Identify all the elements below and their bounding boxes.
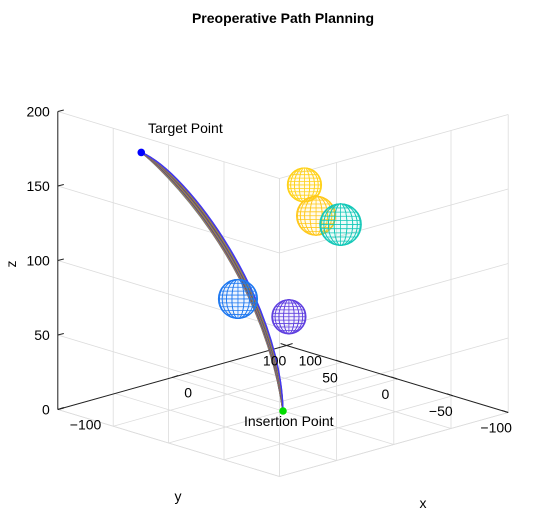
markers — [137, 148, 287, 415]
grid-line — [279, 114, 509, 179]
insertion-point-marker — [279, 407, 287, 415]
planned-path — [140, 151, 284, 412]
grid — [57, 111, 509, 477]
planned-path — [140, 151, 284, 412]
y-tick-label: 100 — [263, 353, 287, 369]
grid-line — [57, 334, 280, 403]
y-tick-label: 50 — [322, 369, 338, 385]
grid-line — [57, 260, 280, 328]
z-tick-mark — [57, 184, 64, 187]
planned-path — [140, 151, 284, 412]
x-tick-mark — [286, 343, 293, 346]
grid-line — [279, 412, 509, 477]
obstacle-sphere — [319, 203, 362, 246]
obstacle-sphere — [217, 278, 259, 320]
grid-line — [57, 185, 280, 254]
y-tick-mark — [335, 359, 343, 363]
grid-line — [57, 111, 280, 179]
sphere-longitude — [320, 203, 361, 246]
y-tick-mark — [446, 393, 453, 397]
grid-line — [279, 263, 509, 328]
planned-path — [140, 151, 284, 412]
chart-title: Preoperative Path Planning — [192, 10, 374, 26]
planned-path — [140, 151, 284, 412]
y-tick-mark — [280, 343, 287, 346]
obstacle-sphere — [286, 167, 323, 203]
planned-path — [140, 151, 284, 412]
z-tick-label: 0 — [42, 402, 50, 418]
planned-path — [140, 151, 284, 412]
target-point-label: Target Point — [148, 120, 223, 136]
planned-path — [140, 151, 284, 412]
planned-path — [140, 151, 284, 412]
grid-line — [113, 361, 343, 427]
z-tick-mark — [57, 333, 64, 336]
y-tick-mark — [502, 410, 509, 413]
planned-path — [140, 151, 284, 412]
obstacle-spheres — [217, 167, 362, 335]
y-tick-label: 0 — [382, 386, 390, 402]
z-axis-label: z — [3, 261, 19, 268]
grid-line — [279, 337, 509, 403]
planned-path — [140, 151, 284, 412]
axes — [57, 109, 509, 413]
x-tick-label: 100 — [299, 353, 323, 369]
y-axis-line — [286, 345, 509, 413]
planned-path — [140, 151, 284, 412]
planned-path — [140, 151, 284, 412]
y-tick-label: −50 — [429, 403, 453, 419]
planned-path — [140, 151, 284, 412]
planned-path — [140, 151, 284, 412]
y-axis-label: y — [175, 488, 182, 504]
planned-path — [140, 151, 284, 412]
grid-line — [279, 188, 509, 254]
y-tick-label: −100 — [480, 420, 512, 436]
planned-path — [140, 151, 284, 412]
y-tick-mark — [391, 376, 398, 380]
z-tick-mark — [57, 258, 64, 261]
planned-path — [140, 151, 284, 412]
z-tick-label: 100 — [26, 253, 50, 269]
planned-path — [140, 151, 284, 412]
sphere-longitude — [218, 279, 257, 319]
planned-path — [140, 151, 284, 412]
z-tick-label: 150 — [26, 178, 50, 194]
planned-path — [140, 151, 284, 412]
insertion-point-label: Insertion Point — [244, 413, 334, 429]
planned-path — [140, 151, 284, 412]
x-tick-label: −100 — [70, 417, 102, 433]
x-tick-mark — [172, 375, 179, 378]
planned-path — [140, 151, 284, 412]
grid-line — [57, 409, 280, 477]
planned-path — [140, 151, 284, 412]
x-axis-label: x — [420, 495, 427, 511]
z-tick-mark — [57, 109, 64, 112]
planned-path — [140, 151, 284, 412]
z-tick-label: 200 — [26, 104, 50, 120]
target-point-marker — [137, 148, 146, 157]
path-curves — [140, 151, 284, 412]
x-tick-mark — [57, 407, 64, 410]
sphere-longitude — [272, 299, 306, 335]
planned-path — [140, 151, 284, 412]
planned-path — [140, 151, 284, 412]
z-tick-label: 50 — [34, 327, 50, 343]
x-tick-label: 0 — [184, 385, 192, 401]
planned-path — [140, 151, 284, 412]
obstacle-sphere — [271, 299, 307, 335]
grid-line — [223, 395, 453, 461]
